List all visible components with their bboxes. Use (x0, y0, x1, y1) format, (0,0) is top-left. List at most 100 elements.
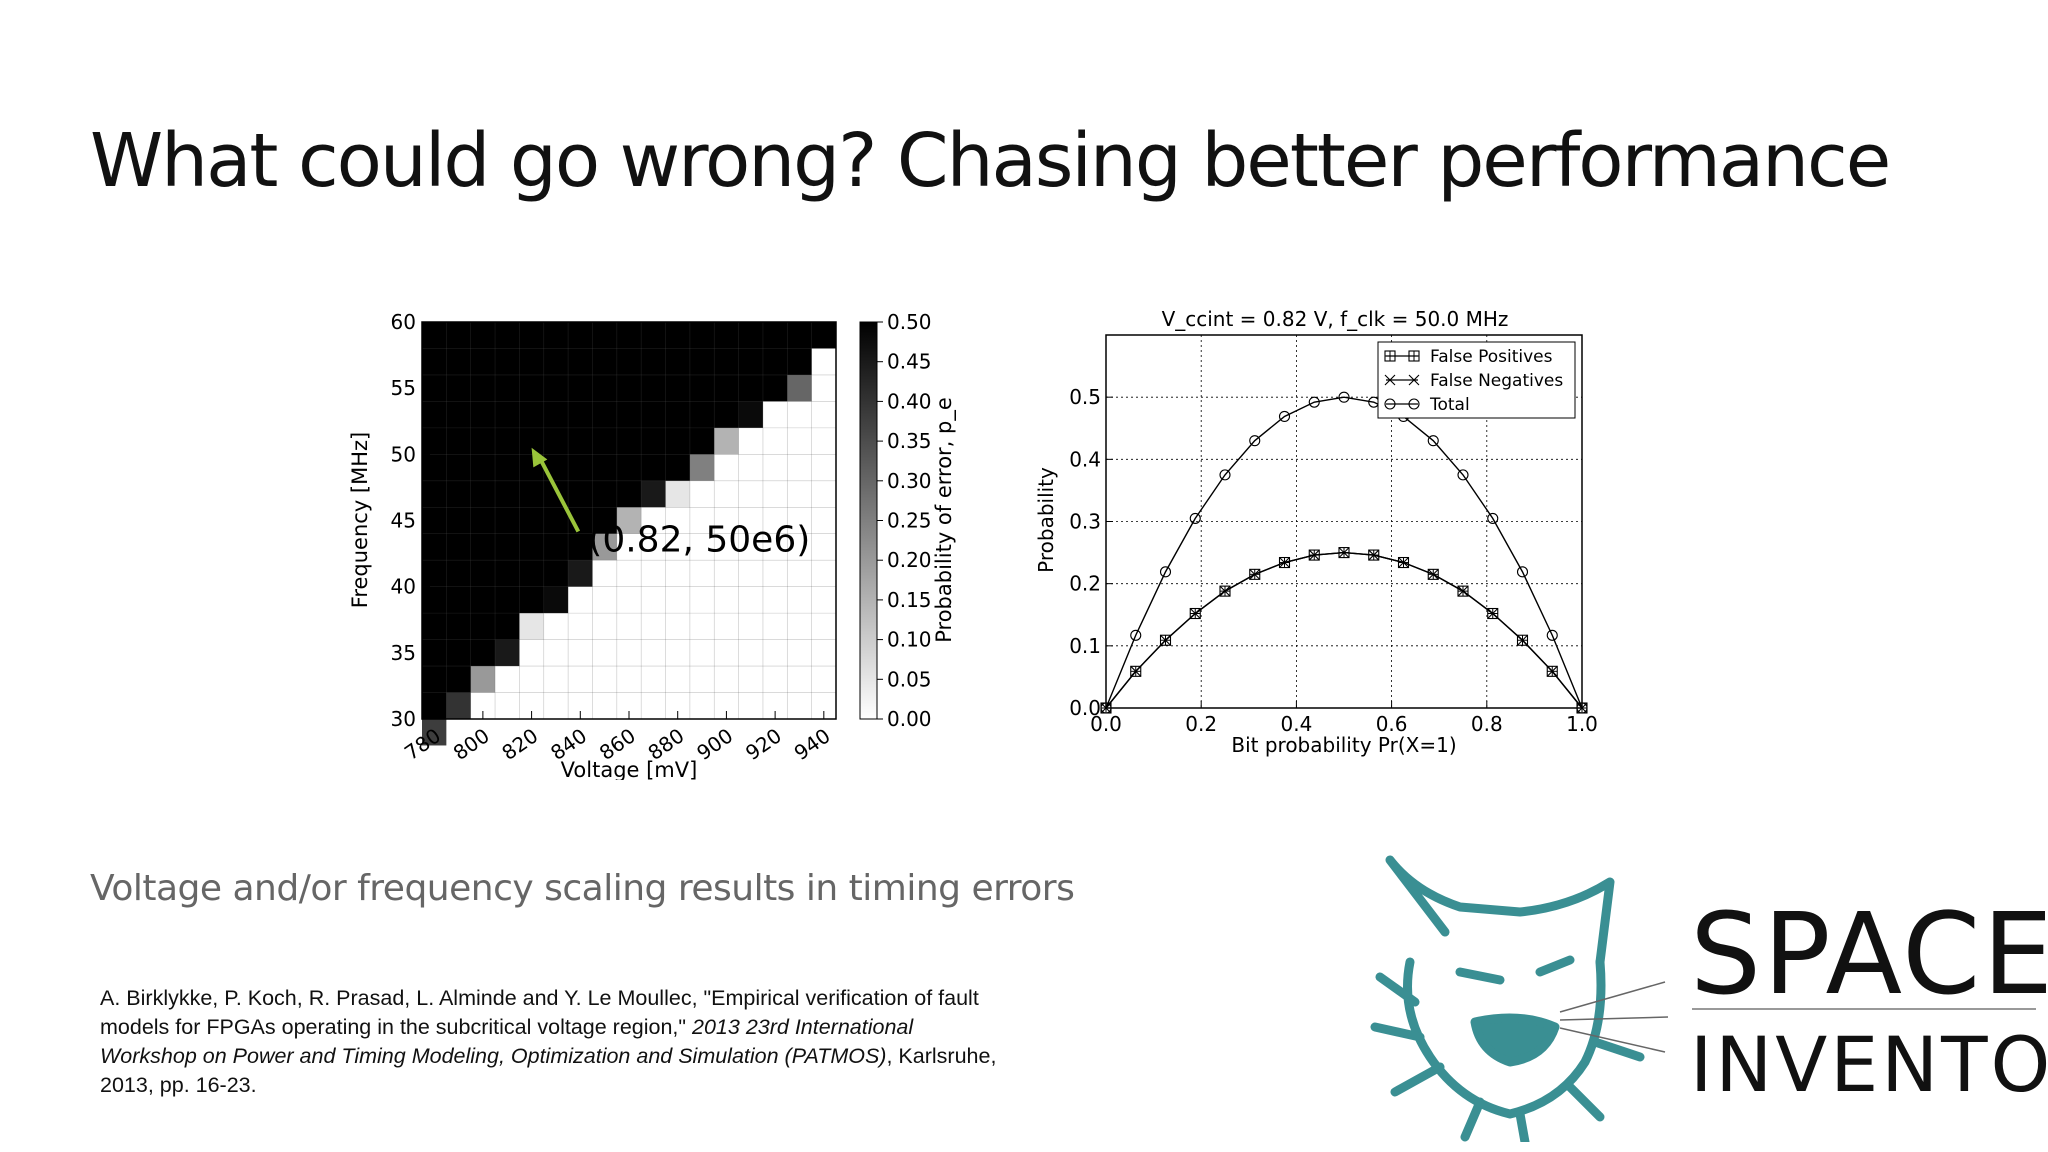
heatmap-cell (665, 745, 691, 773)
heatmap-cell (446, 560, 472, 588)
heatmap-cell (616, 507, 642, 535)
heatmap-cell (665, 427, 691, 455)
heatmap-cell (470, 745, 496, 773)
heatmap-cell (738, 322, 764, 349)
heatmap-cell (811, 666, 837, 694)
heatmap-cell (568, 374, 593, 402)
heatmap-cell (641, 719, 667, 746)
linechart-xtick-label: 0.8 (1471, 712, 1503, 736)
heatmap-cell (616, 401, 642, 429)
linechart-ytick-label: 0.0 (1069, 696, 1101, 720)
data-point-total (1159, 566, 1172, 578)
heatmap-cell (592, 586, 618, 614)
heatmap-cell (422, 745, 447, 773)
heatmap-cell (446, 533, 472, 561)
data-point-false-negatives (1219, 585, 1231, 597)
heatmap-cell (495, 427, 520, 455)
heatmap-ytick-label: 30 (391, 707, 416, 731)
heatmap-cell (592, 719, 618, 746)
heatmap-cell (616, 533, 642, 561)
heatmap-cell (519, 480, 545, 508)
data-point-false-negatives (1308, 549, 1320, 561)
legend-label-false-positives: False Positives (1430, 347, 1553, 367)
heatmap-cell (787, 427, 813, 455)
heatmap-cell (738, 771, 764, 780)
heatmap-cell (787, 692, 813, 720)
heatmap-cell (592, 401, 618, 429)
heatmap-cell (592, 480, 618, 508)
data-point-total (1249, 435, 1261, 447)
heatmap-cell (811, 771, 837, 780)
linechart-xtick-label: 0.6 (1376, 712, 1408, 736)
linechart-title: V_ccint = 0.82 V, f_clk = 50.0 MHz (1162, 307, 1509, 331)
heatmap-cell (787, 719, 813, 746)
heatmap-cell (811, 348, 837, 376)
heatmap-cell (495, 666, 520, 694)
heatmap-cell (519, 666, 545, 694)
heatmap-cell (762, 719, 788, 746)
heatmap-cell (738, 719, 764, 746)
heatmap-cell (811, 401, 837, 429)
colorbar (859, 321, 878, 720)
heatmap-cell (689, 719, 715, 746)
heatmap-cell (714, 560, 740, 588)
heatmap-cell (714, 719, 740, 746)
legend-marker-false-positives (1408, 350, 1420, 362)
heatmap-cell (689, 348, 715, 376)
heatmap-cell (446, 586, 472, 614)
heatmap-cell (616, 322, 642, 349)
data-point-total (1487, 512, 1499, 524)
heatmap-cell (616, 666, 642, 694)
data-point-total (1457, 469, 1469, 481)
heatmap-cell (665, 507, 691, 535)
heatmap-cell (787, 348, 813, 376)
heatmap-cell (543, 507, 569, 535)
heatmap-cell (641, 771, 667, 780)
heatmap-cell (592, 533, 618, 561)
slide-title: What could go wrong? Chasing better perf… (90, 118, 1891, 204)
annotation-arrow (537, 456, 581, 533)
heatmap-cell (470, 427, 496, 455)
heatmap-cell (689, 745, 715, 773)
heatmap-cell (762, 613, 788, 641)
heatmap-cell (592, 771, 618, 780)
heatmap-cell (470, 322, 496, 349)
heatmap-ytick-label: 50 (391, 442, 416, 466)
heatmap-cell (470, 348, 496, 376)
heatmap-cell (543, 613, 569, 641)
heatmap-cell (714, 480, 740, 508)
heatmap-cell (543, 586, 569, 614)
heatmap-cell (641, 454, 667, 482)
heatmap-cell (714, 586, 740, 614)
heatmap-cell (568, 322, 593, 349)
heatmap-cell (568, 771, 593, 780)
colorbar-tick-label: 0.45 (887, 350, 932, 374)
legend-marker-total (1408, 398, 1420, 410)
heatmap-cell (738, 507, 764, 535)
heatmap-cell (762, 533, 788, 561)
heatmap-cell (519, 348, 545, 376)
heatmap-cell (543, 454, 569, 482)
probability-line-chart: V_ccint = 0.82 V, f_clk = 50.0 MHz 0.0 0.… (1034, 307, 1598, 757)
heatmap-cell (495, 480, 520, 508)
data-point-false-negatives (1249, 568, 1261, 580)
legend-label-total: Total (1429, 395, 1470, 415)
heatmap-cell (641, 374, 667, 402)
heatmap-cell (446, 666, 472, 694)
data-point-total (1546, 629, 1558, 641)
heatmap-cell (665, 454, 691, 482)
heatmap-cell (811, 560, 837, 588)
heatmap-cell (519, 533, 545, 561)
heatmap-cell (738, 692, 764, 720)
linechart-ytick-label: 0.1 (1069, 634, 1101, 658)
heatmap-cell (592, 507, 618, 535)
heatmap-cell (738, 639, 764, 667)
heatmap-cell (787, 480, 813, 508)
heatmap-cell (641, 639, 667, 667)
heatmap-cell (446, 401, 472, 429)
heatmap-cell (495, 322, 520, 349)
heatmap-cell (568, 480, 593, 508)
heatmap-cell (641, 322, 667, 349)
heatmap-cell (446, 613, 472, 641)
heatmap-cell (689, 507, 715, 535)
